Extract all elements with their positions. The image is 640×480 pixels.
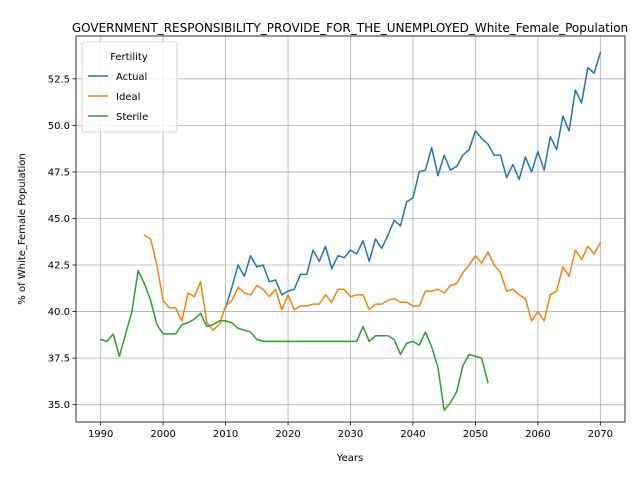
y-axis-title: % of White_Female Population bbox=[17, 153, 28, 304]
y-tick-label: 42.5 bbox=[48, 261, 70, 272]
legend: Fertility Actual Ideal Sterile bbox=[82, 42, 177, 132]
y-tick-label: 35.0 bbox=[48, 400, 70, 411]
legend-label-actual: Actual bbox=[116, 72, 147, 83]
legend-title: Fertility bbox=[110, 52, 148, 63]
y-tick-label: 50.0 bbox=[48, 121, 70, 132]
x-tick-label: 2030 bbox=[338, 429, 363, 440]
x-tick-label: 2010 bbox=[213, 429, 238, 440]
x-tick-label: 2070 bbox=[588, 429, 613, 440]
x-tick-label: 2020 bbox=[275, 429, 300, 440]
x-tick-label: 2050 bbox=[463, 429, 488, 440]
y-tick-label: 40.0 bbox=[48, 307, 70, 318]
y-tick-label: 45.0 bbox=[48, 214, 70, 225]
x-tick-label: 2040 bbox=[400, 429, 425, 440]
y-tick-label: 37.5 bbox=[48, 354, 70, 365]
y-tick-label: 47.5 bbox=[48, 167, 70, 178]
legend-label-ideal: Ideal bbox=[116, 92, 140, 103]
x-axis-title: Years bbox=[336, 453, 363, 464]
x-tick-label: 1990 bbox=[88, 429, 113, 440]
x-tick-label: 2060 bbox=[525, 429, 550, 440]
chart-title: GOVERNMENT_RESPONSIBILITY_PROVIDE_FOR_TH… bbox=[72, 21, 628, 35]
y-tick-label: 52.5 bbox=[48, 74, 70, 85]
x-tick-label: 2000 bbox=[150, 429, 175, 440]
legend-label-sterile: Sterile bbox=[116, 112, 148, 123]
